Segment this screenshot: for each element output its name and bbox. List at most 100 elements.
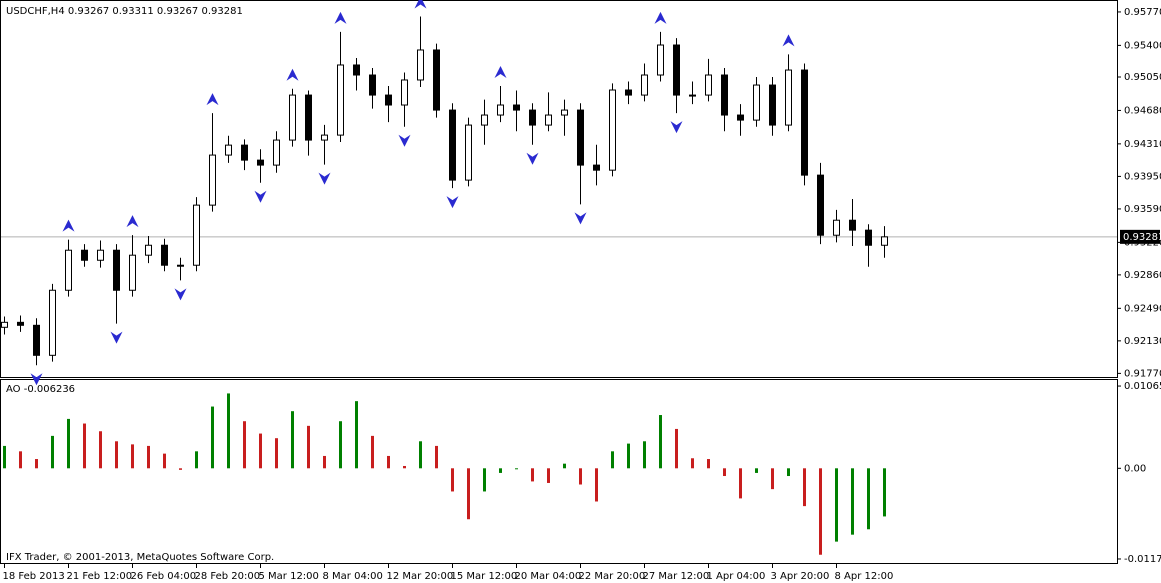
fractal-up [654, 11, 667, 24]
ao-bar [579, 468, 582, 485]
fractal-up [126, 215, 139, 228]
fractal-up [286, 68, 299, 81]
ao-bar [83, 423, 86, 469]
fractal-down [526, 152, 539, 165]
x-tick-label: 21 Feb 12:00 [67, 571, 133, 582]
candle-body [657, 44, 664, 76]
ao-bar [163, 453, 166, 469]
candle-body [337, 64, 344, 136]
candle-body [49, 289, 56, 356]
ao-bar [99, 431, 102, 469]
y-tick-label: 0.010657 [1124, 381, 1161, 392]
candle-body [433, 49, 440, 111]
ao-bar [451, 468, 454, 492]
candle-body [545, 114, 552, 126]
ao-bar [195, 451, 198, 469]
x-tick-label: 22 Mar 20:00 [579, 571, 646, 582]
candle-body [673, 44, 680, 96]
ao-bar [611, 451, 614, 469]
ao-bar [531, 468, 534, 482]
ao-bar [675, 428, 678, 469]
candle-body [785, 69, 792, 126]
candle-body [849, 219, 856, 231]
ao-bar [275, 438, 278, 469]
ao-bar [355, 401, 358, 469]
fractal-down [318, 172, 331, 185]
x-tick-label: 5 Mar 12:00 [259, 571, 319, 582]
fractal-down [30, 373, 43, 386]
ao-bar [179, 468, 182, 470]
ao-bar [19, 451, 22, 469]
candle-body [833, 219, 840, 236]
ao-bar [755, 468, 758, 473]
candle-body [481, 114, 488, 126]
candle-body [689, 94, 696, 97]
candle-body [81, 249, 88, 261]
candle-body [705, 74, 712, 96]
x-tick-label: 3 Apr 20:00 [771, 571, 830, 582]
indicator-title: AO -0.006236 [6, 384, 75, 395]
ao-bar [707, 459, 710, 469]
candle-body [769, 84, 776, 126]
ao-bar [515, 468, 518, 470]
ao-bar [227, 393, 230, 469]
ao-bar [291, 411, 294, 469]
y-tick-label: -0.011749 [1124, 554, 1161, 565]
candle-body [1, 321, 8, 328]
candle-body [737, 114, 744, 121]
ao-bar [147, 445, 150, 469]
ao-bar [3, 445, 6, 469]
chart-title: USDCHF,H4 0.93267 0.93311 0.93267 0.9328… [6, 6, 243, 17]
ao-bar [435, 445, 438, 469]
candle-body [353, 64, 360, 76]
fractal-up [414, 0, 427, 9]
x-tick-label: 20 Mar 04:00 [515, 571, 582, 582]
candle-body [273, 139, 280, 166]
ao-bar [643, 441, 646, 469]
candle-body [97, 249, 104, 261]
candle-body [209, 154, 216, 206]
candle-body [529, 109, 536, 126]
candle-body [145, 244, 152, 256]
ao-bar [403, 465, 406, 469]
ao-bar [547, 468, 550, 483]
candle-body [593, 164, 600, 171]
ao-bar [35, 459, 38, 469]
ao-bar [115, 441, 118, 469]
ao-bar [851, 468, 854, 535]
candle-body [641, 74, 648, 96]
fractal-down [574, 212, 587, 225]
fractal-down [110, 331, 123, 344]
current-price-label: 0.93281 [1123, 232, 1161, 243]
candle-body [177, 264, 184, 267]
ao-bar [483, 468, 486, 492]
candle-body [225, 144, 232, 156]
candle-body [449, 109, 456, 181]
ao-bar [835, 468, 838, 542]
x-tick-label: 12 Mar 20:00 [387, 571, 454, 582]
fractal-up [494, 66, 507, 79]
candle-body [17, 321, 24, 326]
x-tick-label: 27 Mar 12:00 [643, 571, 710, 582]
ao-bar [867, 468, 870, 530]
candle-body [561, 109, 568, 116]
candle-body [369, 74, 376, 96]
ao-bar [499, 468, 502, 473]
candle-body [865, 229, 872, 246]
ao-bar [595, 468, 598, 502]
ao-bar [387, 455, 390, 469]
x-tick-label: 26 Feb 04:00 [131, 571, 197, 582]
ao-bar [51, 435, 54, 469]
x-tick-label: 28 Feb 20:00 [195, 571, 261, 582]
candle-body [417, 49, 424, 81]
candle-body [257, 159, 264, 166]
candle-body [881, 236, 888, 246]
